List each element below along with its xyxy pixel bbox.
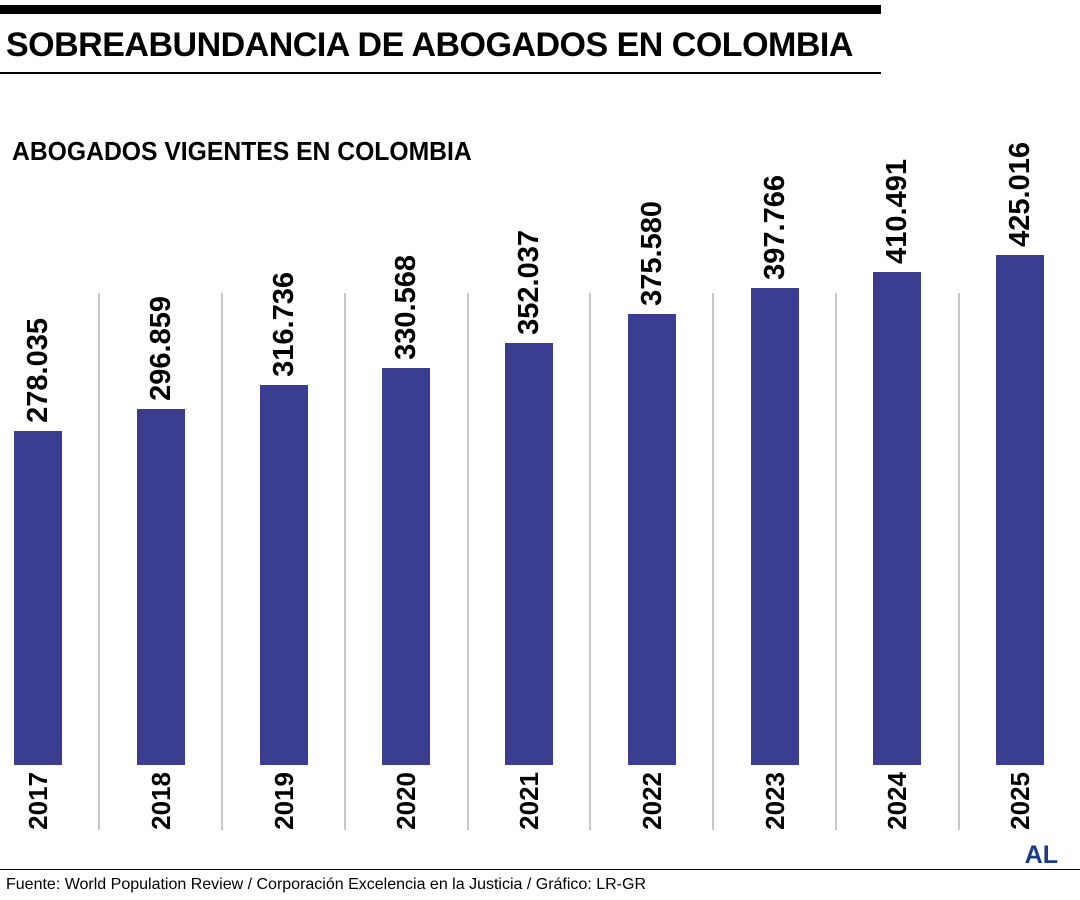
- title-divider: [0, 72, 881, 74]
- gridline: [466, 293, 469, 830]
- bar-2021: [505, 343, 553, 765]
- bar-2024: [873, 272, 922, 765]
- footer-divider: [0, 869, 1080, 870]
- x-axis-label: 2020: [391, 772, 422, 830]
- bar-2019: [259, 385, 308, 765]
- bar-2025: [996, 255, 1044, 765]
- bar-2017: [14, 431, 62, 765]
- bar-value-label: 278.035: [22, 318, 54, 423]
- bar-value-label: 410.491: [881, 159, 914, 264]
- gridline: [834, 293, 837, 830]
- x-axis-label: 2024: [882, 772, 913, 830]
- x-axis-label: 2025: [1005, 772, 1035, 830]
- gridline: [957, 293, 960, 830]
- bar-value-label: 330.568: [390, 255, 423, 360]
- bar-value-label: 352.037: [513, 230, 545, 335]
- x-axis-label: 2017: [23, 772, 53, 830]
- gridline: [712, 293, 715, 830]
- bar-value-label: 375.580: [635, 201, 668, 306]
- x-axis-label: 2019: [268, 772, 299, 830]
- bar-value-label: 296.859: [144, 296, 177, 401]
- chart-subtitle: ABOGADOS VIGENTES EN COLOMBIA: [12, 136, 472, 166]
- bar-2020: [382, 368, 431, 765]
- bar-value-label: 316.736: [267, 272, 300, 377]
- x-axis-label: 2018: [145, 772, 176, 830]
- bar-value-label: 397.766: [758, 175, 791, 280]
- x-axis-label: 2022: [636, 772, 667, 830]
- bar-value-label: 425.016: [1004, 142, 1036, 247]
- page-title: SOBREABUNDANCIA DE ABOGADOS EN COLOMBIA: [6, 26, 853, 64]
- bar-2022: [627, 314, 676, 765]
- bar-2023: [750, 288, 799, 765]
- gridline: [221, 293, 224, 830]
- x-axis-label: 2023: [759, 772, 790, 830]
- al-logo: AL: [1024, 841, 1058, 869]
- gridline: [589, 293, 592, 830]
- x-axis-label: 2021: [514, 772, 544, 830]
- gridline: [98, 293, 101, 830]
- source-text: Fuente: World Population Review / Corpor…: [6, 876, 646, 893]
- bar-2018: [136, 409, 185, 765]
- top-rule: [0, 5, 881, 14]
- gridline: [343, 293, 346, 830]
